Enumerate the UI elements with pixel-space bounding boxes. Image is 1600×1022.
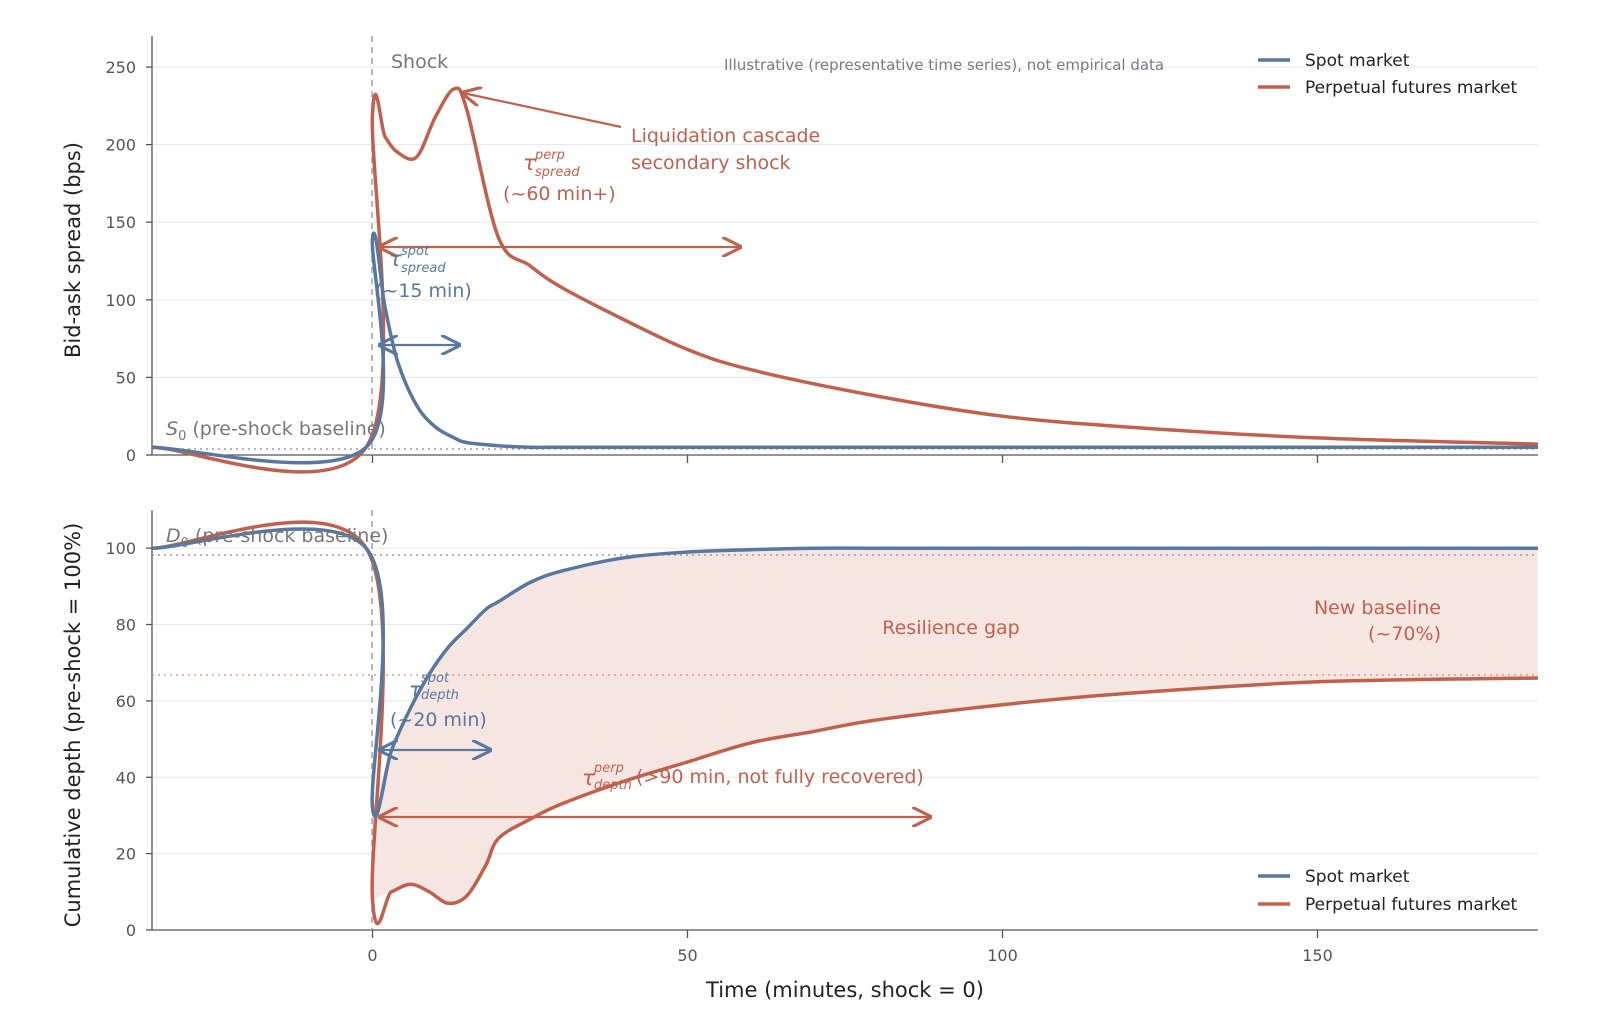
depth-y-tick-label: 40: [116, 768, 136, 787]
spread-baseline-text: (pre-shock baseline): [186, 418, 386, 440]
depth-legend-perp-label: Perpetual futures market: [1305, 895, 1518, 915]
spread-legend: Spot market Perpetual futures market: [1258, 51, 1518, 98]
tau-perp-spread-symbol: τ: [523, 151, 536, 175]
new-baseline-label-line1: New baseline: [1314, 597, 1441, 619]
spread-y-tick-label: 0: [126, 446, 136, 465]
tau-spot-depth-sup: spot: [421, 671, 450, 686]
tau-perp-spread-value: (~60 min+): [503, 183, 616, 205]
tau-spot-spread-value: (~15 min): [375, 280, 472, 302]
x-tick-label: 150: [1302, 946, 1333, 965]
spread-y-ticks: 0 50 100 150 200 250: [105, 58, 152, 465]
spread-y-tick-label: 50: [116, 368, 136, 387]
tau-spot-spread-symbol: τ: [389, 247, 402, 271]
depth-baseline-sub: 0: [181, 536, 189, 551]
resilience-gap-fill: [372, 548, 1538, 904]
spread-series: [151, 86, 1539, 474]
tau-spot-depth-symbol: τ: [409, 678, 422, 702]
tau-spot-depth-value: (~20 min): [390, 709, 487, 731]
spread-x-ticks: [371, 455, 1319, 463]
spread-baseline-sub: 0: [178, 429, 186, 444]
x-axis-title: Time (minutes, shock = 0): [705, 978, 984, 1002]
depth-y-tick-label: 80: [116, 616, 136, 635]
cascade-label-line2: secondary shock: [631, 152, 791, 174]
tau-perp-spread-sup: perp: [534, 148, 565, 163]
spread-baseline-label: S0 (pre-shock baseline): [166, 418, 386, 444]
depth-y-tick-label: 60: [116, 692, 136, 711]
spread-y-tick-label: 150: [105, 213, 136, 232]
tau-spot-depth-label: τ spot depth: [409, 671, 459, 703]
spread-legend-spot-label: Spot market: [1305, 51, 1410, 71]
depth-y-tick-label: 0: [126, 921, 136, 940]
tau-spot-depth-sub: depth: [421, 688, 459, 703]
spread-spot-line: [151, 231, 1538, 465]
spread-y-tick-label: 250: [105, 58, 136, 77]
tau-spot-spread-label: τ spot spread: [389, 244, 446, 276]
depth-y-tick-label: 100: [105, 539, 136, 558]
depth-legend-spot-label: Spot market: [1305, 867, 1410, 887]
tau-perp-depth-sub: depth: [594, 778, 632, 793]
spread-perp-line: [151, 86, 1539, 474]
illustrative-note: Illustrative (representative time series…: [724, 56, 1164, 74]
tau-spot-spread-sub: spread: [401, 261, 446, 276]
tau-perp-depth-label: τ perp depth: [582, 761, 632, 793]
spread-legend-perp-label: Perpetual futures market: [1305, 78, 1518, 98]
tau-perp-spread-label: τ perp spread: [523, 148, 580, 180]
new-baseline-label-line2: (~70%): [1368, 623, 1441, 645]
spread-panel: 0 50 100 150 200 250 Bid-ask spread (bps) Sho…: [61, 36, 1539, 474]
tau-spot-spread-sup: spot: [401, 244, 430, 259]
depth-y-axis-title: Cumulative depth (pre-shock = 100%): [61, 523, 85, 928]
shock-label: Shock: [391, 51, 448, 73]
spread-y-tick-label: 100: [105, 291, 136, 310]
tau-perp-spread-sub: spread: [535, 165, 580, 180]
depth-baseline-symbol: D: [166, 525, 181, 547]
cascade-label-line1: Liquidation cascade: [631, 125, 820, 147]
depth-x-ticks: 0 50 100 150: [367, 930, 1333, 965]
tau-perp-depth-symbol: τ: [582, 766, 595, 790]
depth-spot-line: [151, 527, 1538, 819]
tau-perp-depth-value: (>90 min, not fully recovered): [636, 766, 924, 788]
tau-perp-depth-sup: perp: [593, 761, 624, 776]
x-tick-label: 0: [367, 946, 377, 965]
depth-baseline-text: (pre-shock baseline): [189, 525, 389, 547]
spread-baseline-symbol: S: [166, 418, 178, 440]
depth-panel: 0 20 40 60 80 100 0 50 100 150 Cumulative depth …: [61, 510, 1539, 965]
depth-baseline-label: D0 (pre-shock baseline): [166, 525, 388, 551]
spread-y-tick-label: 200: [105, 136, 136, 155]
cascade-arrow: [463, 93, 622, 129]
spread-y-axis-title: Bid-ask spread (bps): [61, 142, 85, 358]
resilience-gap-label: Resilience gap: [882, 617, 1019, 639]
depth-y-ticks: 0 20 40 60 80 100: [105, 539, 152, 940]
resilience-gap-area: [372, 548, 1538, 904]
x-tick-label: 100: [987, 946, 1018, 965]
spread-grid: [152, 66, 1538, 456]
depth-legend: Spot market Perpetual futures market: [1258, 867, 1518, 915]
depth-y-tick-label: 20: [116, 845, 136, 864]
x-tick-label: 50: [677, 946, 697, 965]
